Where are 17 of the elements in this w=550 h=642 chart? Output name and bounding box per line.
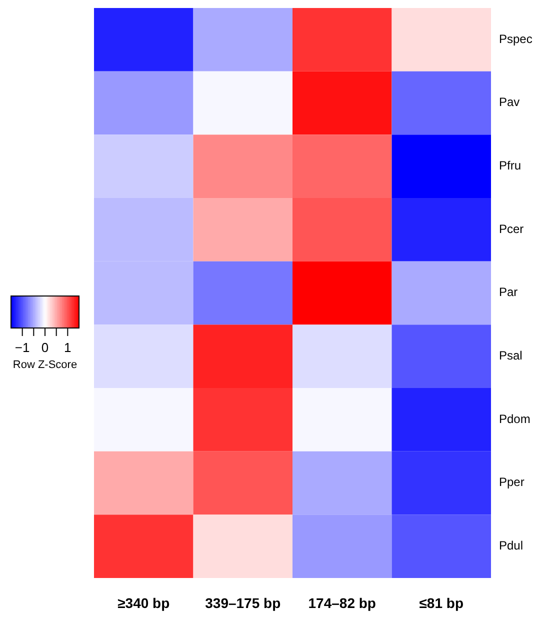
x-tick-label: 339–175 bp [205, 595, 281, 611]
color-bar-label: −1 [14, 340, 30, 355]
y-tick-label: Psal [499, 348, 522, 363]
y-tick-label: Pdom [499, 412, 530, 426]
color-bar-label: 0 [41, 340, 49, 355]
color-bar-title: Row Z-Score [12, 359, 78, 371]
y-tick-label: Pdul [499, 538, 524, 553]
y-tick-label: Pspec [499, 32, 532, 46]
x-tick-label: ≥340 bp [118, 595, 170, 611]
color-bar-label: 1 [64, 340, 72, 355]
y-tick-label: Pav [499, 95, 520, 110]
y-tick-label: Pper [499, 475, 524, 490]
y-tick-label: Par [499, 285, 518, 300]
x-tick-label: 174–82 bp [308, 595, 376, 611]
y-tick-label: Pfru [499, 158, 522, 173]
y-tick-label: Pcer [499, 222, 524, 236]
x-tick-label: ≤81 bp [419, 595, 464, 611]
